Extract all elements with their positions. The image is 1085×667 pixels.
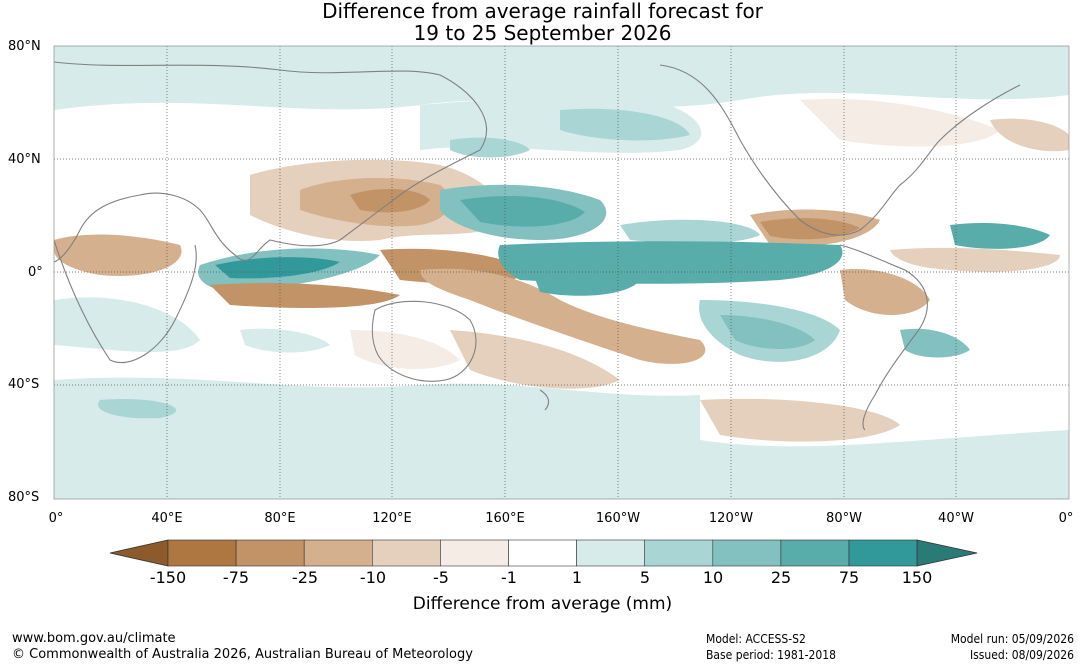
anomaly-patch: [840, 269, 930, 315]
colorbar-swatch: [440, 539, 509, 567]
map-frame: [53, 45, 1070, 500]
anomaly-patch: [450, 330, 620, 389]
rainfall-map: [53, 45, 1070, 500]
lat-label: 80°S: [8, 490, 40, 505]
lon-label: 0°: [1058, 511, 1074, 526]
lon-label: 40°E: [151, 511, 183, 526]
anomaly-patch: [900, 328, 970, 358]
anomaly-patch: [450, 137, 530, 158]
lon-label: 160°E: [485, 511, 525, 526]
coastline: [54, 61, 487, 263]
colorbar-tick: -1: [501, 568, 517, 587]
colorbar-title: Difference from average (mm): [412, 594, 673, 614]
anomaly-patch: [720, 315, 815, 349]
anomaly-patch: [990, 118, 1069, 152]
anomaly-patch: [240, 328, 330, 353]
colorbar-swatch: [167, 539, 237, 567]
anomaly-patch: [560, 108, 690, 141]
colorbar-tick: 1: [571, 568, 583, 587]
colorbar-tick: 10: [702, 568, 724, 587]
website-link[interactable]: www.bom.gov.au/climate: [12, 631, 176, 646]
colorbar-swatch: [780, 539, 850, 567]
lon-label: 40°W: [938, 511, 974, 526]
colorbar-arrow-low: [109, 539, 169, 567]
colorbar-tick: -75: [222, 568, 250, 587]
base-period: Base period: 1981-2018: [706, 648, 837, 662]
lon-label: 120°W: [708, 511, 754, 526]
anomaly-patch: [800, 99, 1000, 147]
anomaly-patch: [700, 398, 900, 442]
colorbar-tick: 150: [901, 568, 933, 587]
colorbar-swatch: [303, 539, 373, 567]
lat-label: 40°N: [8, 152, 41, 167]
map-title-line2: 19 to 25 September 2026: [413, 21, 672, 45]
anomaly-patch: [460, 196, 585, 227]
lon-label: 0°: [48, 511, 64, 526]
colorbar-swatch: [508, 539, 577, 567]
anomaly-patch: [98, 399, 177, 419]
lon-label: 80°W: [826, 511, 862, 526]
coastline: [659, 64, 1021, 236]
colorbar-swatch: [848, 539, 918, 567]
anomaly-patch: [350, 330, 460, 370]
anomaly-patch: [760, 218, 860, 240]
colorbar-tick: -25: [291, 568, 319, 587]
anomaly-patch: [54, 46, 1069, 110]
anomaly-patch: [210, 283, 400, 308]
anomaly-patch: [54, 234, 182, 276]
anomaly-patch: [890, 247, 1060, 272]
lon-label: 120°E: [372, 511, 412, 526]
anomaly-patch: [215, 257, 340, 279]
colorbar-tick: -5: [433, 568, 449, 587]
copyright-text: © Commonwealth of Australia 2026, Austra…: [12, 647, 473, 662]
colorbar-swatch: [576, 539, 645, 567]
colorbar-swatch: [235, 539, 305, 567]
anomaly-patch: [620, 219, 760, 244]
colorbar-swatch: [644, 539, 714, 567]
anomaly-patch: [420, 268, 706, 364]
colorbar: [109, 539, 978, 567]
lat-label: 80°N: [8, 39, 41, 54]
coastline: [839, 244, 928, 431]
map-title-line1: Difference from average rainfall forecas…: [322, 0, 763, 23]
anomaly-patch: [950, 223, 1050, 249]
colorbar-tick: -150: [149, 568, 187, 587]
anomaly-patch: [350, 188, 430, 213]
colorbar-tick: 5: [639, 568, 651, 587]
lat-label: 40°S: [8, 377, 40, 392]
coastline: [371, 300, 477, 382]
colorbar-swatch: [371, 539, 441, 567]
lon-label: 80°E: [264, 511, 296, 526]
graticule: [54, 46, 1069, 499]
issued-date: Issued: 08/09/2026: [969, 648, 1074, 662]
anomaly-patch: [54, 377, 700, 499]
coastline: [54, 239, 197, 364]
model-name: Model: ACCESS-S2: [706, 632, 806, 646]
colorbar-tick: -10: [359, 568, 387, 587]
anomaly-patch: [700, 430, 1069, 499]
colorbar-tick: 75: [838, 568, 860, 587]
coastlines: [54, 61, 1021, 431]
model-run-date: Model run: 05/09/2026: [950, 632, 1074, 646]
colorbar-arrow-high: [916, 539, 978, 567]
lon-label: 160°W: [595, 511, 641, 526]
coastline: [539, 389, 550, 411]
colorbar-swatch: [712, 539, 782, 567]
colorbar-tick: 25: [770, 568, 792, 587]
lat-label: 0°: [28, 265, 43, 280]
